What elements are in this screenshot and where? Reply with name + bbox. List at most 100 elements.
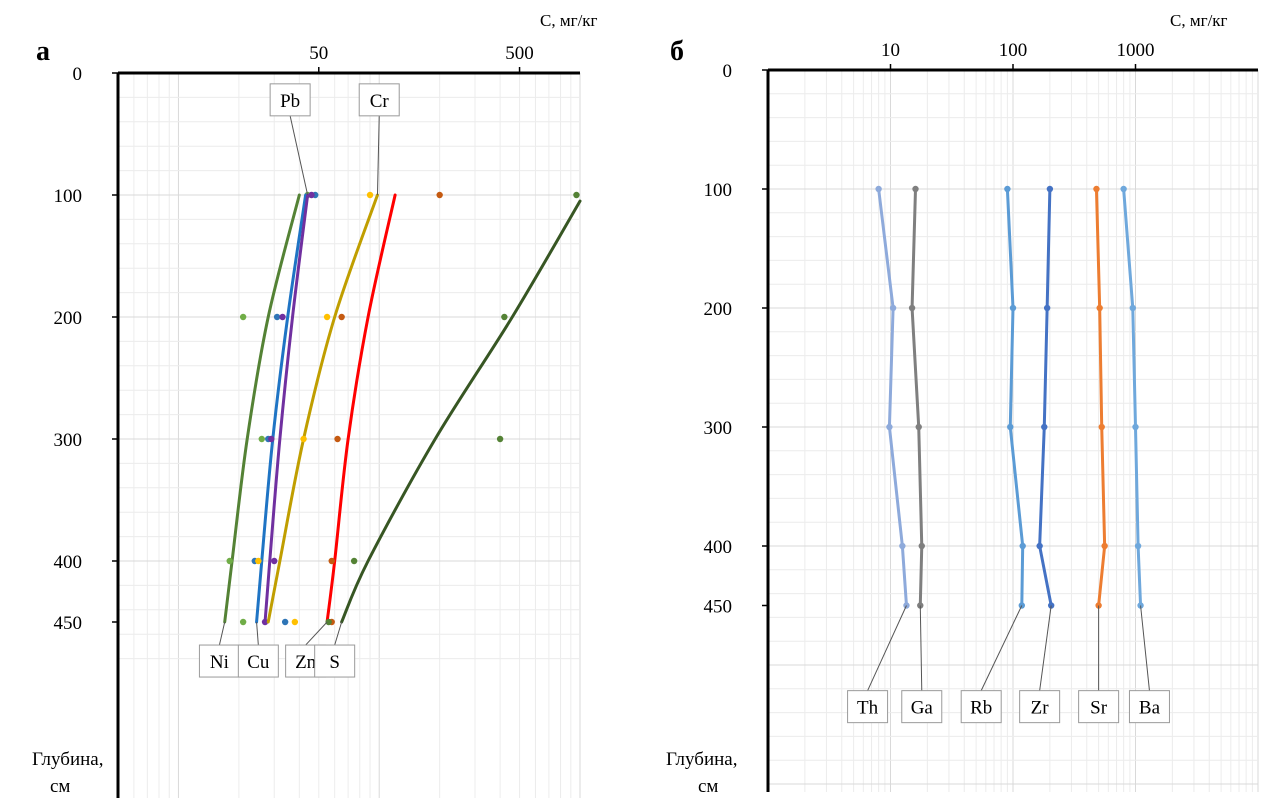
panel-b-x-tick-label: 1000 (1117, 40, 1155, 61)
panel-b-data-point-rb (1007, 423, 1014, 431)
panel-b-label-box-ga (901, 690, 943, 724)
panel-b-data-point-ga (915, 423, 922, 431)
panel-b-label-leader-rb (980, 605, 1023, 691)
panel-a-data-point-pb (279, 313, 286, 321)
panel-a-series-line-zn (266, 193, 379, 624)
panel-a-data-point-zn (255, 557, 262, 565)
panel-a-series-line-s (340, 199, 582, 624)
panel-a-y-tick-label: 0 (73, 64, 83, 85)
panel-b-series-line-rb (1005, 187, 1025, 607)
panel-a-y-tick-label: 100 (54, 186, 83, 207)
panel-a-label-box-ni (198, 644, 240, 678)
panel-a-label-box-s (314, 644, 356, 678)
panel-a-data-point-s (501, 313, 508, 321)
panel-a-depth-label-line2: см (50, 776, 70, 797)
panel-a-label-leader-pb (289, 115, 309, 196)
panel-a-y-tick-label: 200 (54, 308, 83, 329)
panel-a-data-point-ni (239, 618, 247, 626)
panel-b-letter: б (670, 36, 684, 67)
panel-a-data-point-zn (366, 191, 374, 199)
panel-b-data-point-ba (1129, 304, 1136, 312)
panel-a-y-tick-label: 450 (54, 613, 83, 634)
panel-b-data-point-sr (1098, 423, 1105, 431)
panel-a-label-box-cu (237, 644, 279, 678)
panel-a-data-point-cr (334, 435, 341, 443)
panel-a-x-tick-label: 500 (505, 43, 534, 64)
panel-a-x-tick-label: 50 (309, 43, 328, 64)
panel-a-label-leader-ni (218, 621, 226, 646)
panel-a-data-point-zn (300, 435, 307, 443)
panel-a-label-leader-zn (305, 621, 328, 646)
panel-a-unit-label: C, мг/кг (540, 11, 598, 30)
panel-b-series-label-sr: Sr (1090, 698, 1108, 719)
panel-b-data-point-th (875, 185, 882, 193)
panel-a-series-label-pb: Pb (280, 91, 300, 112)
panel-b-data-point-ga (908, 304, 916, 312)
panel-b-data-point-ba (1132, 423, 1139, 431)
panel-a-series-label-cr: Cr (370, 91, 390, 112)
panel-a-data-point-s (350, 557, 358, 565)
panel-b-y-tick-label: 200 (704, 299, 733, 320)
panel-b-label-leader-zr (1039, 605, 1052, 691)
panel-a-data-point-pb (268, 435, 275, 443)
panel-a-data-point-cr (436, 191, 443, 199)
panel-a-data-point-pb (261, 618, 269, 626)
panel-b-y-tick-label: 450 (704, 597, 733, 618)
panel-b-label-leader-ba (1140, 605, 1150, 691)
panel-b-depth-label-line2: см (698, 776, 718, 797)
panel-a-data-point-s (325, 618, 332, 626)
panel-b-y-tick-label: 0 (723, 61, 733, 82)
panel-a-data-point-ni (226, 557, 233, 565)
panel-b-data-point-th (899, 542, 906, 550)
panel-a-series-line-pb (263, 193, 310, 624)
panel-b-label-leader-ga (919, 605, 923, 691)
panel-a-data-point-cu (273, 313, 281, 321)
panel-b-data-point-zr (1036, 542, 1043, 550)
panel-a-data-point-zn (291, 618, 299, 626)
panel-b-series-line-ga (910, 187, 924, 607)
panel-a-series-label-ni: Ni (210, 652, 229, 673)
panel-a-data-point-pb (271, 557, 278, 565)
panel-b-x-tick-label: 10 (881, 40, 900, 61)
panel-a-letter: а (36, 36, 50, 67)
panel-b-series-label-rb: Rb (970, 698, 992, 719)
panel-b-label-box-rb (960, 690, 1002, 724)
panel-b-plot: 10 100 1000 0 100 200 300 400 450 Th Ga Rb Zr Sr Ba (704, 40, 1259, 792)
panel-b-label-box-sr (1078, 690, 1120, 724)
panel-b-data-point-rb (1009, 304, 1017, 312)
panel-b-series-line-sr (1094, 187, 1107, 607)
panel-a-series-line-cu (255, 193, 308, 624)
panel-a-series-line-ni (223, 193, 301, 624)
panel-b-data-point-ba (1120, 185, 1127, 193)
panel-a-data-point-s (496, 435, 504, 443)
panel-b-label-box-th (847, 690, 889, 724)
panel-b-label-box-zr (1019, 690, 1061, 724)
panel-b-data-point-zr (1043, 304, 1051, 312)
panel-a-series-label-s: S (329, 652, 340, 673)
panel-a-data-point-cr (338, 313, 345, 321)
panel-b-series-label-zr: Zr (1031, 698, 1050, 719)
panel-b-unit-label: C, мг/кг (1170, 11, 1228, 30)
panel-b-label-box-ba (1128, 690, 1170, 724)
panel-b-series-label-th: Th (857, 698, 879, 719)
panel-a-data-point-cr (328, 557, 335, 565)
panel-a-series-label-cu: Cu (247, 652, 270, 673)
panel-b-data-point-zr (1047, 602, 1055, 609)
panel-a-y-tick-label: 300 (54, 430, 83, 451)
panel-a-data-point-s (573, 191, 580, 199)
panel-b-data-point-rb (1004, 185, 1011, 193)
panel-b-x-tick-label: 100 (999, 40, 1028, 61)
panel-b-y-tick-label: 300 (704, 418, 733, 439)
panel-a-series-label-zn: Zn (295, 652, 317, 673)
panel-a-data-point-pb (308, 191, 315, 199)
panel-a-label-box-cr (358, 83, 400, 117)
panel-a-series-line-cr (325, 193, 397, 624)
panel-a-label-leader-s (334, 621, 343, 646)
panel-a-data-point-zn (323, 313, 331, 321)
panel-b-data-point-sr (1096, 304, 1103, 312)
panel-a-plot: 50 500 0 100 200 300 400 450 Pb Cr Ni Cu Zn S (54, 43, 582, 798)
panel-b-data-point-ba (1134, 542, 1142, 550)
panel-a-label-leader-cr (376, 115, 380, 196)
